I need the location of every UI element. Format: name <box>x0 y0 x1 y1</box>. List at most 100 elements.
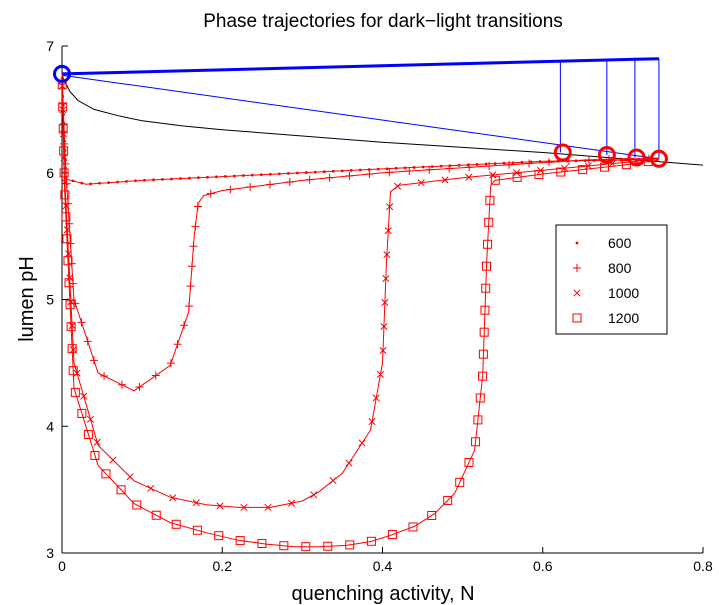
data-marker-1200 <box>471 437 481 447</box>
data-marker-600 <box>313 170 317 174</box>
data-marker-800 <box>485 162 494 171</box>
data-marker-1200 <box>77 408 87 418</box>
endpoint-circle <box>627 148 646 167</box>
data-marker-1200 <box>58 124 68 134</box>
data-marker-1200 <box>427 511 437 521</box>
data-marker-600 <box>358 168 362 172</box>
x-tick-label: 0.4 <box>373 558 393 574</box>
data-marker-1000 <box>93 438 101 446</box>
data-marker-1000 <box>126 473 134 481</box>
data-marker-1200 <box>366 536 376 546</box>
data-marker-1200 <box>490 175 500 185</box>
data-marker-1200 <box>90 450 100 460</box>
data-marker-1000 <box>64 250 73 258</box>
data-marker-800 <box>405 167 414 176</box>
data-marker-1000 <box>380 323 388 331</box>
data-marker-1000 <box>310 491 318 499</box>
data-marker-1000 <box>216 502 224 510</box>
data-marker-1000 <box>381 299 389 307</box>
data-marker-600 <box>259 173 263 177</box>
y-tick-label: 7 <box>46 38 54 54</box>
data-marker-600 <box>277 172 281 176</box>
data-marker-1000 <box>513 169 521 177</box>
data-marker-600 <box>484 162 488 166</box>
endpoint-circle <box>53 64 71 83</box>
data-marker-1000 <box>109 456 117 464</box>
data-marker-600 <box>152 178 155 182</box>
data-marker-800 <box>584 155 593 164</box>
data-marker-1200 <box>59 146 69 156</box>
data-marker-600 <box>304 171 308 174</box>
data-marker-800 <box>151 371 160 380</box>
data-marker-1200 <box>65 300 75 310</box>
endpoint-circle <box>649 149 668 168</box>
legend-marker <box>573 289 581 297</box>
data-marker-800 <box>425 165 434 174</box>
data-marker-1200 <box>464 457 474 467</box>
data-marker-600 <box>250 173 254 177</box>
data-marker-1200 <box>480 305 490 315</box>
data-marker-600 <box>134 179 137 183</box>
data-marker-600 <box>421 165 425 169</box>
data-marker-1000 <box>465 173 473 181</box>
data-marker-1000 <box>147 484 155 492</box>
data-marker-1000 <box>329 477 337 485</box>
data-marker-1200 <box>67 344 77 354</box>
data-marker-600 <box>394 166 398 170</box>
data-marker-800 <box>89 356 98 365</box>
data-marker-1200 <box>478 371 488 381</box>
series-line-1200 <box>61 73 659 548</box>
data-marker-1200 <box>83 429 93 439</box>
data-marker-1000 <box>69 346 77 354</box>
data-marker-800 <box>265 180 274 189</box>
data-marker-1200 <box>621 160 631 170</box>
nullcline-line <box>61 73 704 166</box>
data-marker-1000 <box>394 182 402 190</box>
data-marker-1200 <box>235 536 245 546</box>
data-marker-1000 <box>169 494 177 502</box>
data-marker-1000 <box>441 176 449 184</box>
data-marker-600 <box>412 166 416 169</box>
data-marker-1000 <box>376 370 384 378</box>
data-marker-600 <box>493 162 497 166</box>
data-marker-1200 <box>475 393 485 403</box>
endpoint-circle <box>597 146 616 165</box>
data-marker-600 <box>511 161 515 165</box>
dark-trajectory-upper <box>61 57 659 76</box>
data-marker-600 <box>367 168 371 171</box>
y-tick-label: 4 <box>46 418 54 434</box>
data-marker-1200 <box>62 234 72 244</box>
data-marker-800 <box>83 337 92 346</box>
legend-marker <box>573 264 581 272</box>
legend-label: 1200 <box>608 310 639 326</box>
data-marker-600 <box>340 169 344 173</box>
data-marker-1200 <box>479 327 489 337</box>
data-marker-800 <box>118 380 127 389</box>
data-marker-800 <box>445 164 454 173</box>
data-marker-1200 <box>408 522 418 532</box>
data-marker-600 <box>268 172 272 176</box>
data-marker-1200 <box>556 167 566 177</box>
data-marker-1200 <box>279 541 289 551</box>
data-marker-600 <box>107 181 110 185</box>
data-marker-1000 <box>383 251 391 259</box>
x-axis-label: quenching activity, N <box>291 583 474 605</box>
data-marker-600 <box>403 166 407 170</box>
data-marker-600 <box>170 177 173 181</box>
data-marker-1200 <box>578 165 588 175</box>
data-marker-600 <box>179 177 182 180</box>
data-marker-1200 <box>323 541 333 551</box>
data-marker-600 <box>376 167 380 171</box>
data-marker-600 <box>430 165 434 168</box>
data-marker-800 <box>166 359 175 368</box>
data-marker-1200 <box>192 525 202 535</box>
data-marker-800 <box>525 159 534 168</box>
data-marker-1000 <box>345 459 353 467</box>
data-marker-600 <box>205 175 209 179</box>
data-marker-1200 <box>70 387 80 397</box>
data-marker-1200 <box>387 530 397 540</box>
data-marker-800 <box>191 222 200 231</box>
data-marker-1200 <box>101 469 111 479</box>
data-marker-800 <box>545 158 554 167</box>
y-tick-label: 5 <box>46 292 54 308</box>
